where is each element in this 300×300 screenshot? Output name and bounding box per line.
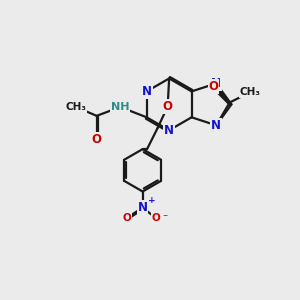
Text: O: O bbox=[92, 133, 102, 146]
Text: O: O bbox=[208, 80, 218, 93]
Text: NH: NH bbox=[111, 102, 129, 112]
Text: ⁻: ⁻ bbox=[162, 213, 167, 223]
Text: O: O bbox=[152, 213, 160, 223]
Text: CH₃: CH₃ bbox=[240, 87, 261, 97]
Text: CH₃: CH₃ bbox=[65, 102, 86, 112]
Text: O: O bbox=[122, 213, 131, 223]
Text: N: N bbox=[142, 85, 152, 98]
Text: N: N bbox=[138, 201, 148, 214]
Text: N: N bbox=[164, 124, 174, 137]
Text: +: + bbox=[148, 196, 156, 205]
Text: O: O bbox=[163, 100, 173, 113]
Text: N: N bbox=[211, 77, 221, 90]
Text: N: N bbox=[211, 119, 221, 132]
